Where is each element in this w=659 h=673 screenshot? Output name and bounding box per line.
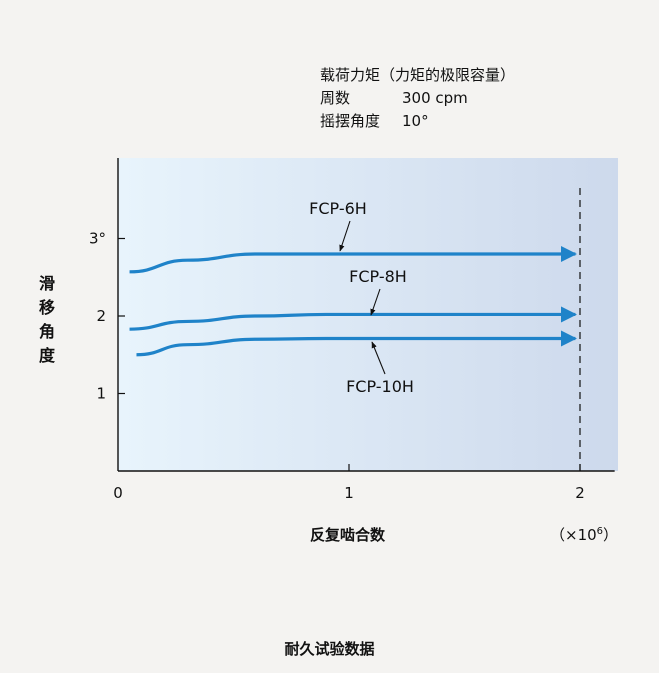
condition-frequency: 周数 300 cpm	[320, 87, 515, 110]
x-unit-prefix: （×10	[550, 526, 597, 544]
x-tick-label: 1	[344, 484, 354, 502]
y-tick-label: 3°	[89, 230, 106, 248]
series-line-fcp-8h	[129, 306, 577, 331]
leader-arrow-icon	[339, 220, 351, 252]
x-unit-suffix: ）	[603, 526, 619, 544]
y-tick-label: 1	[96, 385, 106, 403]
condition-swing-angle: 摇摆角度 10°	[320, 110, 515, 133]
series-label-fcp-10h: FCP-10H	[346, 377, 414, 396]
condition-load: 载荷力矩（力矩的极限容量）	[320, 66, 516, 84]
condition-frequency-value: 300 cpm	[402, 89, 468, 107]
series-label-fcp-6h: FCP-6H	[309, 199, 367, 218]
condition-swing-key: 摇摆角度	[320, 112, 381, 130]
series-line-fcp-6h	[129, 246, 577, 274]
x-axis-label: 反复啮合数	[310, 526, 386, 544]
x-axis-unit: （×106）	[550, 524, 618, 545]
series-line-fcp-10h	[136, 330, 577, 357]
y-tick-label: 2	[96, 307, 106, 325]
condition-frequency-key: 周数	[320, 89, 351, 107]
condition-swing-value: 10°	[402, 112, 429, 130]
series-label-fcp-8h: FCP-8H	[349, 267, 407, 286]
test-conditions: 载荷力矩（力矩的极限容量） 周数 300 cpm 摇摆角度 10°	[320, 64, 515, 133]
x-unit-exponent: 6	[596, 526, 604, 537]
x-tick-label: 0	[113, 484, 123, 502]
x-tick-label: 2	[575, 484, 585, 502]
leader-arrow-icon	[370, 288, 381, 316]
leader-arrow-icon	[371, 341, 386, 375]
y-axis-label: 滑移角度	[38, 274, 55, 365]
chart-caption: 耐久试验数据	[284, 640, 375, 658]
